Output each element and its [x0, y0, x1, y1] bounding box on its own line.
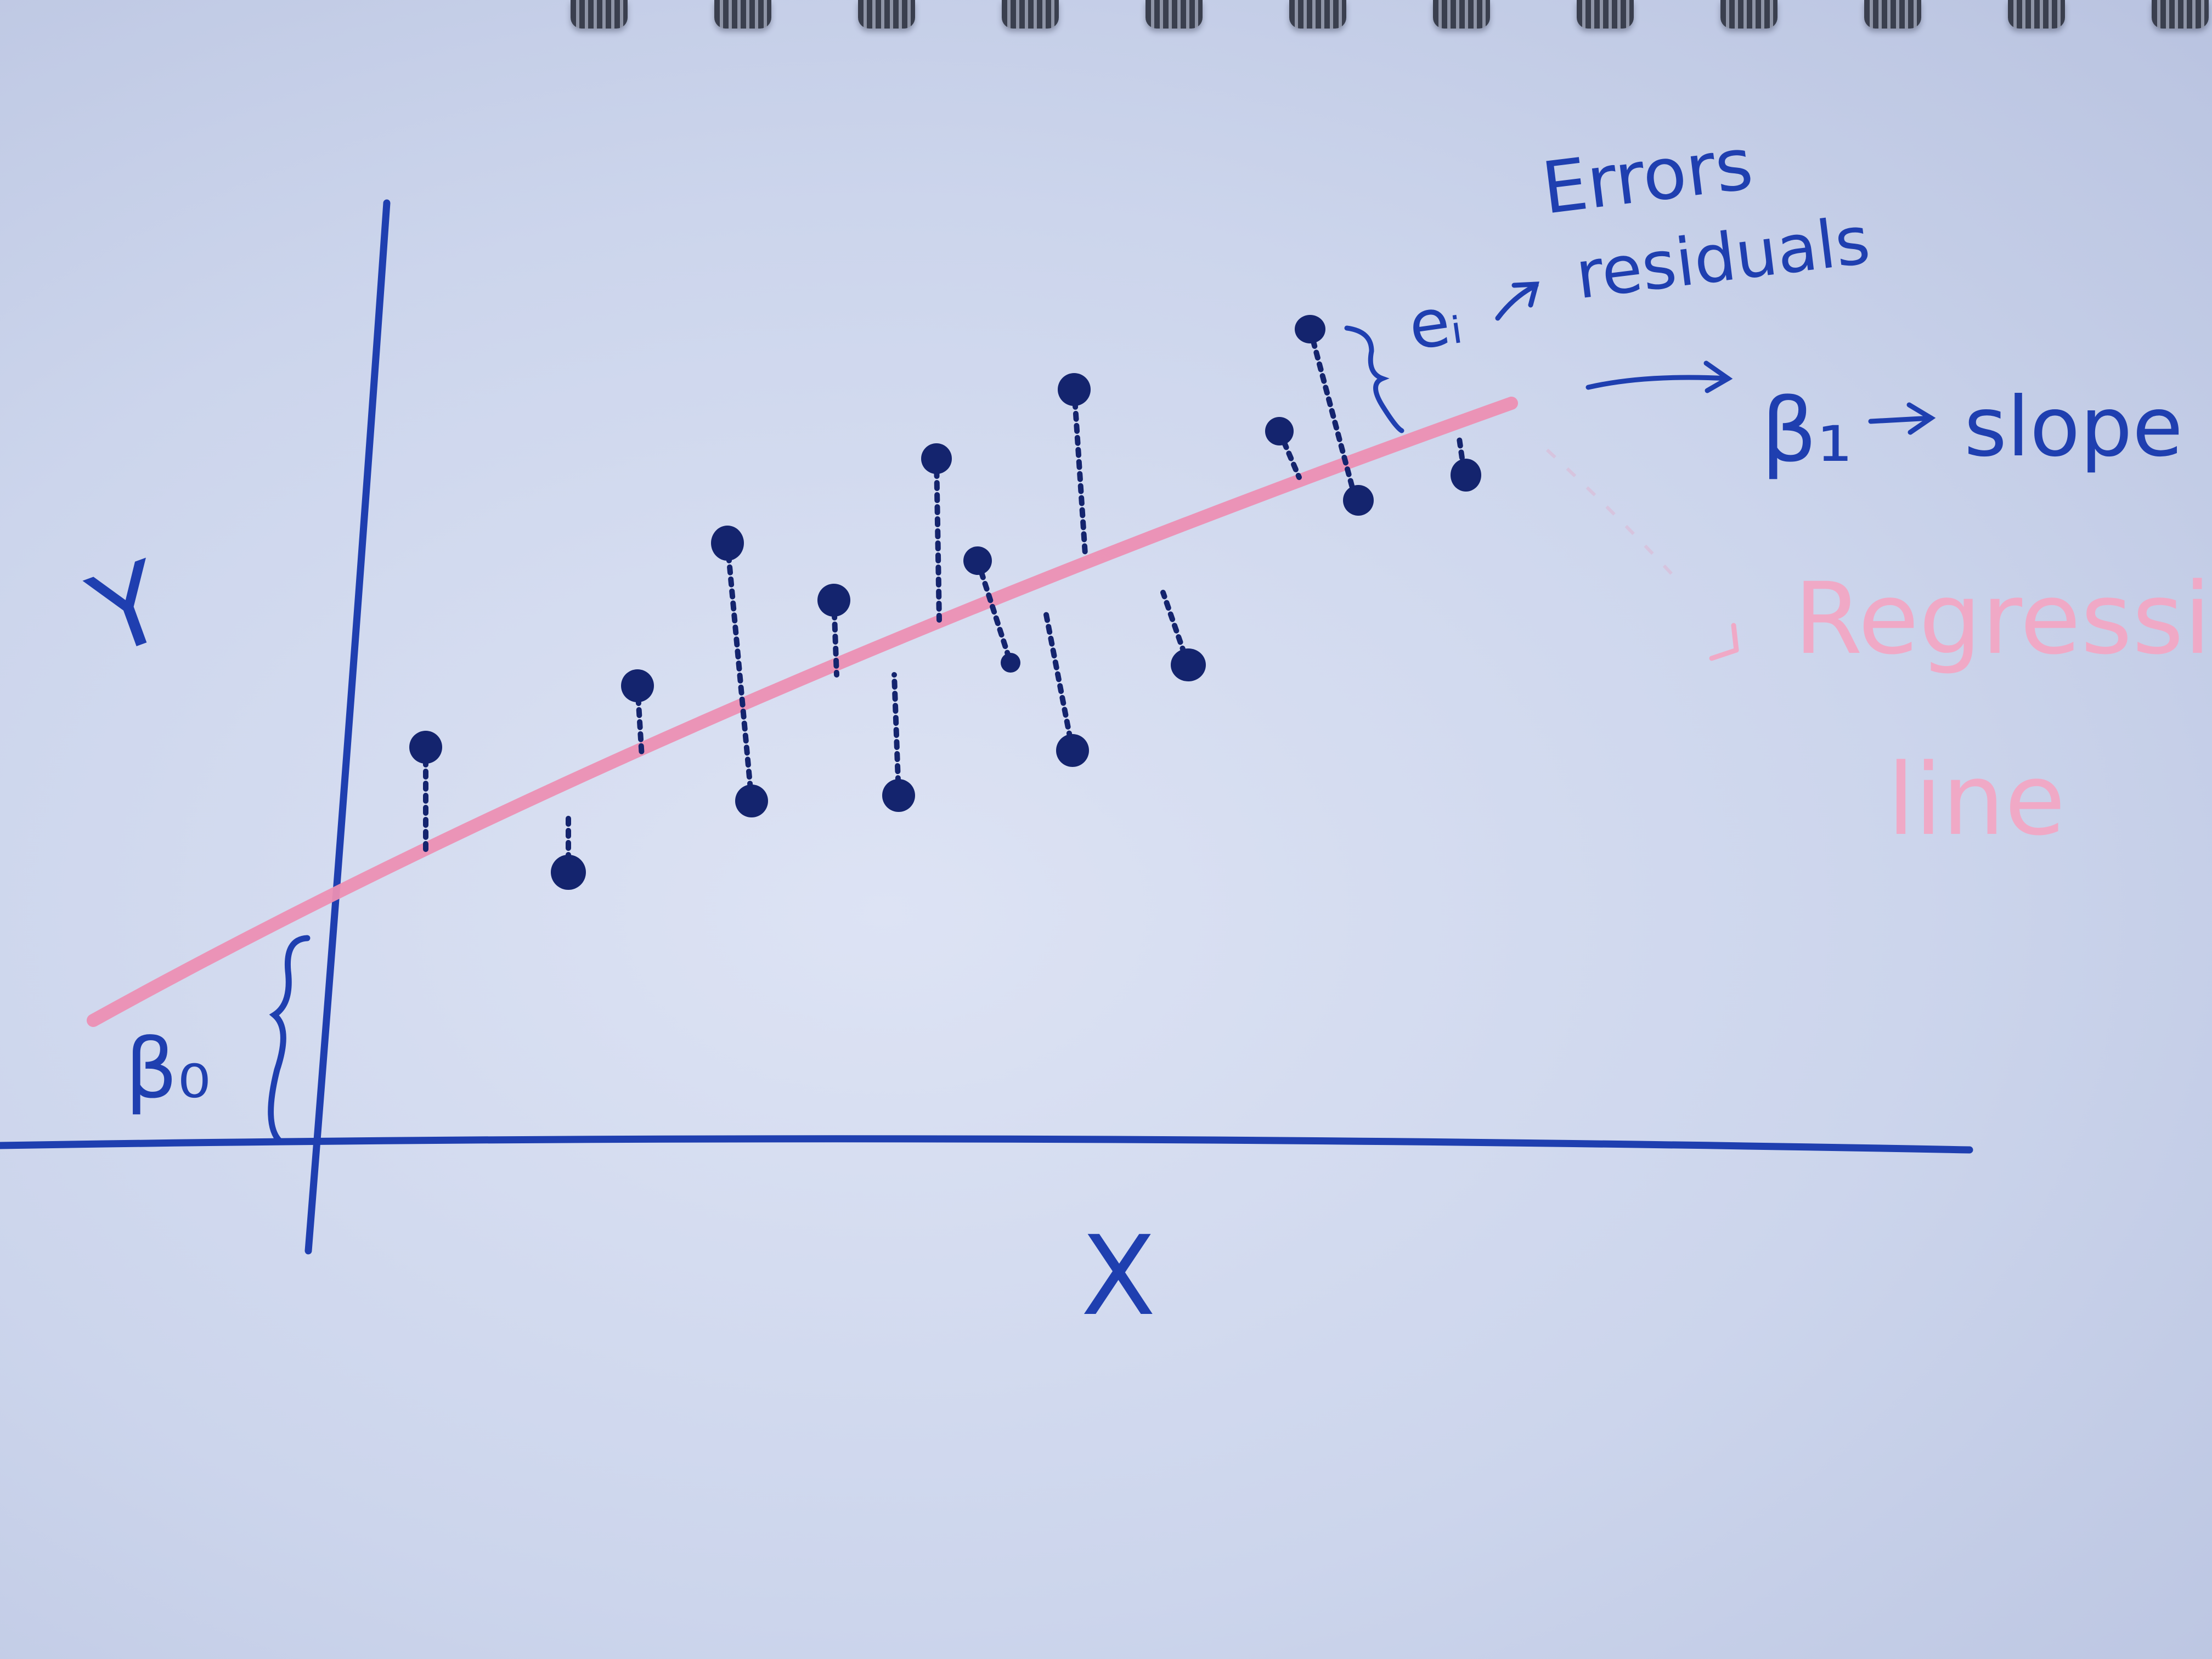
spiral-ring: [571, 0, 628, 29]
errors-label: Errors: [1538, 122, 1757, 230]
y-axis-line: [304, 199, 391, 1255]
beta0-label: β₀: [125, 1022, 211, 1117]
right-arrow-icon: [1709, 623, 1739, 661]
data-point: [1295, 315, 1325, 343]
data-point: [1058, 373, 1091, 406]
spiral-ring: [1864, 0, 1921, 29]
right-arrow-icon: [1585, 360, 1733, 393]
data-point: [1451, 459, 1481, 492]
residual-line: [725, 540, 754, 804]
spiral-ring: [1002, 0, 1059, 29]
curly-brace-icon: [268, 935, 311, 1144]
data-point: [551, 855, 586, 890]
residual-line: [975, 558, 1013, 665]
data-point: [1056, 734, 1089, 767]
slope-label: slope: [1964, 380, 2183, 475]
spiral-ring: [1289, 0, 1346, 29]
spiral-ring: [714, 0, 771, 29]
faint-pointer-line: [1545, 448, 1680, 583]
data-point: [621, 669, 654, 702]
spiral-ring: [1720, 0, 1778, 29]
data-point: [963, 546, 992, 575]
residual-line: [1071, 387, 1088, 557]
residual-line: [891, 672, 901, 798]
right-arrow-icon: [1495, 281, 1539, 321]
data-point: [1343, 485, 1374, 516]
data-point: [1001, 653, 1020, 673]
x-axis-line: [0, 1135, 1973, 1154]
residual-line: [934, 456, 942, 623]
right-arrow-icon: [1868, 402, 1936, 435]
spiral-ring: [2152, 0, 2209, 29]
residual-line: [1042, 606, 1075, 753]
x-axis-label: X: [1081, 1212, 1156, 1340]
data-point: [409, 731, 442, 764]
spiral-ring: [2008, 0, 2065, 29]
data-point: [1265, 417, 1294, 445]
spiral-ring: [1577, 0, 1634, 29]
spiral-ring: [1146, 0, 1203, 29]
regression-label: Regression: [1794, 562, 2212, 676]
residual-label: eᵢ: [1404, 282, 1466, 365]
data-point: [921, 443, 952, 474]
curly-brace-icon: [1344, 325, 1404, 433]
data-points: [409, 315, 1481, 890]
data-point: [1171, 648, 1206, 681]
data-point: [882, 779, 915, 812]
data-point: [711, 526, 744, 561]
residual-lines: [423, 326, 1466, 875]
regression-line-label: line: [1887, 743, 2066, 857]
data-point: [735, 785, 768, 817]
spiral-binding: [0, 0, 2212, 33]
data-point: [817, 584, 850, 617]
spiral-ring: [1433, 0, 1490, 29]
beta1-label: β₁: [1761, 379, 1852, 482]
spiral-ring: [858, 0, 915, 29]
residual-line: [1277, 428, 1302, 480]
y-axis-label: Y: [75, 538, 182, 681]
residual-line: [1307, 326, 1357, 496]
regression-line: [87, 397, 1518, 1027]
